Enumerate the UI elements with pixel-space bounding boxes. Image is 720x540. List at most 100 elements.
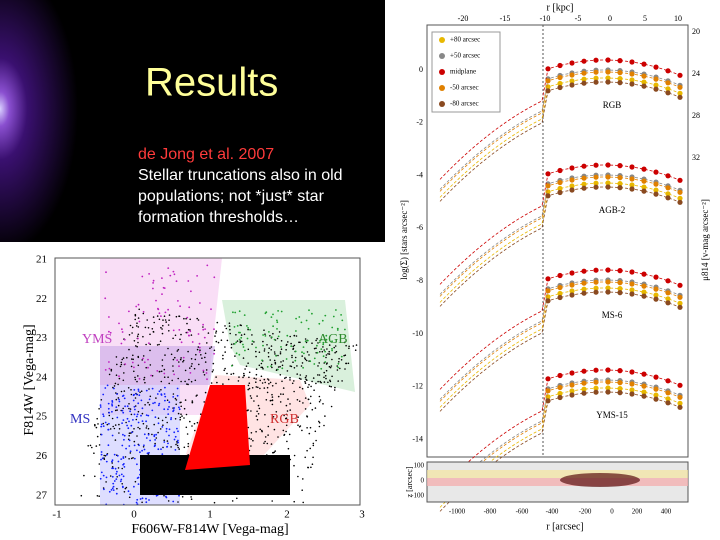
- star-dot: [111, 487, 114, 490]
- star-dot: [165, 430, 168, 433]
- star-dot: [133, 413, 136, 416]
- star-dot: [196, 348, 199, 351]
- legend-entry: +50 arcsec: [450, 52, 480, 60]
- star-dot: [343, 341, 346, 344]
- profile-point: [677, 394, 683, 400]
- star-dot: [142, 355, 145, 357]
- star-dot: [276, 321, 279, 324]
- y-tick-label: 23: [36, 332, 48, 344]
- star-dot: [137, 375, 139, 377]
- star-dot: [117, 397, 120, 399]
- star-dot: [144, 404, 146, 406]
- star-dot: [287, 341, 289, 343]
- profile-point: [545, 388, 551, 394]
- star-dot: [193, 422, 196, 425]
- star-dot: [105, 481, 107, 483]
- star-dot: [121, 409, 124, 412]
- star-dot: [134, 397, 137, 399]
- star-dot: [108, 367, 111, 370]
- star-dot: [268, 382, 270, 385]
- star-dot: [165, 495, 167, 498]
- profile-point: [545, 183, 551, 189]
- star-dot: [160, 326, 162, 329]
- star-dot: [212, 362, 215, 365]
- star-dot: [166, 421, 168, 424]
- star-dot: [246, 325, 248, 327]
- star-dot: [335, 350, 338, 353]
- star-dot: [277, 335, 280, 338]
- star-dot: [96, 495, 99, 497]
- profile-point: [665, 80, 671, 86]
- star-dot: [136, 415, 138, 418]
- star-dot: [296, 399, 299, 401]
- star-dot: [310, 385, 312, 388]
- profile-point: [557, 167, 563, 174]
- star-dot: [134, 318, 136, 321]
- top-tick-label: -5: [575, 14, 582, 23]
- profile-point: [581, 380, 587, 386]
- star-dot: [319, 399, 322, 401]
- star-dot: [336, 369, 339, 371]
- star-dot: [153, 434, 156, 436]
- star-dot: [122, 433, 124, 436]
- star-dot: [112, 425, 114, 428]
- profile-curve: [439, 176, 681, 297]
- star-dot: [210, 308, 212, 311]
- star-dot: [198, 342, 201, 345]
- star-dot: [115, 492, 118, 495]
- star-dot: [129, 410, 132, 413]
- star-dot: [245, 365, 248, 368]
- profile-point: [605, 367, 611, 373]
- profile-point: [629, 281, 635, 287]
- star-dot: [96, 417, 98, 420]
- star-dot: [304, 380, 306, 383]
- star-dot: [164, 386, 166, 389]
- star-dot: [236, 340, 239, 342]
- profile-point: [593, 379, 599, 385]
- star-dot: [286, 370, 289, 372]
- star-dot: [248, 387, 251, 390]
- star-dot: [118, 398, 120, 401]
- star-dot: [122, 457, 125, 459]
- star-dot: [137, 390, 140, 392]
- star-dot: [162, 286, 165, 289]
- star-dot: [266, 366, 269, 368]
- star-dot: [137, 317, 140, 319]
- star-dot: [158, 318, 161, 321]
- star-dot: [321, 350, 324, 353]
- star-dot: [204, 391, 207, 394]
- star-dot: [135, 325, 138, 327]
- profile-point: [629, 369, 635, 375]
- star-dot: [269, 359, 272, 361]
- star-dot: [270, 316, 273, 318]
- star-dot: [116, 454, 119, 457]
- star-dot: [149, 333, 151, 336]
- star-dot: [274, 353, 276, 355]
- star-dot: [337, 380, 340, 382]
- star-dot: [185, 331, 188, 334]
- star-dot: [297, 475, 299, 478]
- star-dot: [334, 386, 336, 389]
- star-dot: [127, 490, 130, 493]
- profile-point: [665, 390, 671, 396]
- star-dot: [120, 458, 123, 460]
- star-dot: [152, 282, 155, 284]
- star-dot: [191, 401, 194, 404]
- star-dot: [179, 305, 182, 308]
- star-dot: [161, 419, 164, 422]
- star-dot: [261, 382, 264, 384]
- star-dot: [132, 354, 134, 357]
- star-dot: [269, 335, 271, 337]
- star-dot: [304, 408, 307, 410]
- star-dot: [174, 334, 177, 337]
- star-dot: [89, 444, 92, 447]
- star-dot: [149, 439, 152, 442]
- star-dot: [177, 412, 180, 415]
- star-dot: [178, 361, 180, 363]
- star-dot: [324, 375, 327, 377]
- star-dot: [179, 401, 181, 404]
- star-dot: [128, 434, 130, 437]
- star-dot: [274, 363, 277, 365]
- star-dot: [220, 339, 223, 342]
- cmd-frame: [54, 257, 361, 506]
